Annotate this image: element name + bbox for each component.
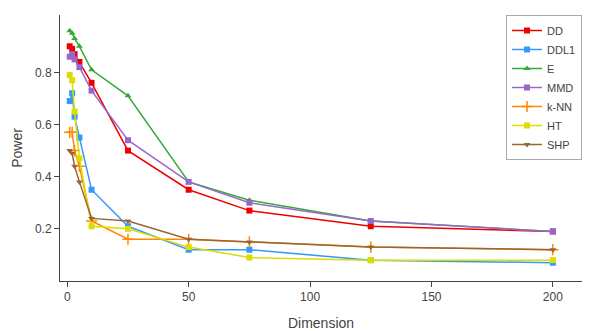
svg-text:0.2: 0.2 bbox=[35, 222, 52, 236]
svg-text:k-NN: k-NN bbox=[547, 101, 572, 113]
svg-text:Power: Power bbox=[9, 128, 25, 168]
svg-text:HT: HT bbox=[547, 120, 562, 132]
svg-text:SHP: SHP bbox=[547, 139, 570, 151]
svg-text:0.6: 0.6 bbox=[35, 118, 52, 132]
svg-text:MMD: MMD bbox=[547, 82, 573, 94]
svg-text:150: 150 bbox=[421, 290, 441, 304]
svg-text:Dimension: Dimension bbox=[288, 315, 354, 331]
svg-text:0.8: 0.8 bbox=[35, 66, 52, 80]
svg-text:E: E bbox=[547, 63, 554, 75]
svg-text:50: 50 bbox=[182, 290, 196, 304]
svg-text:0.4: 0.4 bbox=[35, 170, 52, 184]
svg-text:DD: DD bbox=[547, 25, 563, 37]
svg-text:0: 0 bbox=[64, 290, 71, 304]
svg-text:100: 100 bbox=[300, 290, 320, 304]
svg-text:DDL1: DDL1 bbox=[547, 44, 575, 56]
svg-text:200: 200 bbox=[543, 290, 563, 304]
